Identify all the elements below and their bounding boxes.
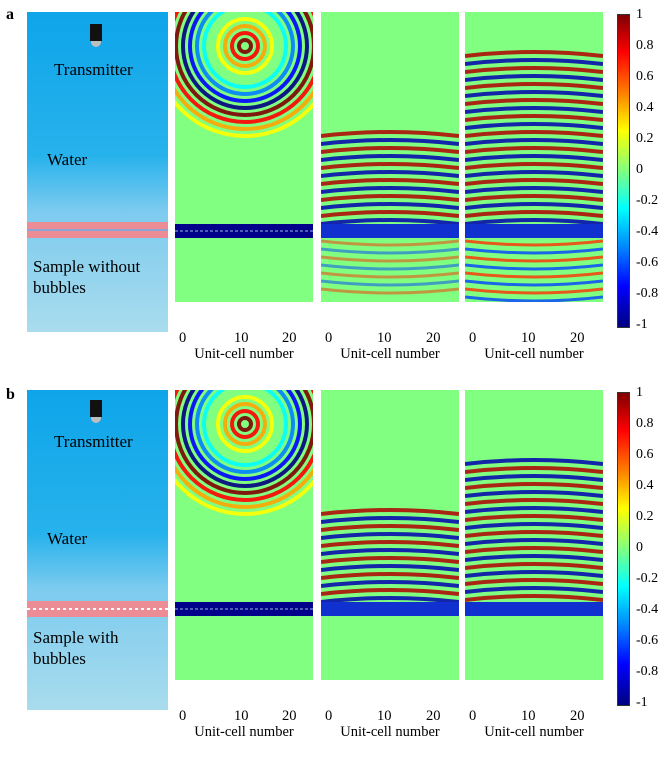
schematic-b: Transmitter Water Sample with bubbles (27, 390, 168, 710)
colorbar-tick-label: -0.4 (636, 602, 659, 617)
x-tick: 20 (426, 708, 441, 724)
field-a2 (321, 12, 459, 302)
x-axis-label: Unit-cell number (340, 724, 440, 740)
colorbar-tick-label: -0.6 (636, 633, 659, 648)
x-tick: 0 (469, 330, 477, 346)
x-tick: 20 (570, 330, 585, 346)
colorbar-tick-label: -0.8 (636, 286, 659, 301)
x-axis-label: Unit-cell number (194, 346, 294, 362)
transmitter-icon (90, 400, 102, 417)
x-tick: 0 (325, 708, 333, 724)
x-tick: 10 (377, 330, 392, 346)
transmitter-label: Transmitter (54, 60, 133, 79)
x-tick: 20 (426, 330, 441, 346)
colorbar-tick-label: -0.2 (636, 571, 659, 586)
colorbar-tick-label: -1 (636, 317, 648, 332)
colorbar-tick-label: 0 (636, 540, 643, 555)
field-b1 (175, 390, 313, 680)
colorbar-tick-label: 1 (636, 385, 643, 400)
x-tick: 20 (570, 708, 585, 724)
colorbar-tick-label: 0.2 (636, 131, 654, 146)
transmitter-tip-icon (91, 41, 101, 47)
x-tick: 20 (282, 330, 297, 346)
x-tick: 0 (179, 330, 187, 346)
x-tick: 0 (469, 708, 477, 724)
x-axis-label: Unit-cell number (340, 346, 440, 362)
colorbar-tick-label: 0 (636, 162, 643, 177)
panel-letter-b: b (6, 386, 15, 403)
colorbar-tick-label: 0.8 (636, 38, 654, 53)
field-b3 (465, 390, 603, 680)
colorbar-tick-label: -1 (636, 695, 648, 710)
x-tick: 10 (377, 708, 392, 724)
colorbar-tick-label: -0.4 (636, 224, 659, 239)
field-b2 (321, 390, 459, 680)
transmitter-icon (90, 24, 102, 41)
colorbar-a (617, 14, 630, 328)
x-tick: 10 (521, 330, 536, 346)
colorbar-tick-label: -0.2 (636, 193, 659, 208)
layer-interface-line (27, 229, 168, 231)
colorbar-tick-label: 0.8 (636, 416, 654, 431)
colorbar-b (617, 392, 630, 706)
x-axis-label: Unit-cell number (484, 346, 584, 362)
x-tick: 10 (234, 708, 249, 724)
colorbar-tick-label: 1 (636, 7, 643, 22)
x-axis-label: Unit-cell number (484, 724, 584, 740)
x-tick: 10 (234, 330, 249, 346)
colorbar-tick-label: 0.4 (636, 100, 654, 115)
colorbar-tick-label: 0.6 (636, 69, 654, 84)
colorbar-tick-label: -0.6 (636, 255, 659, 270)
sample-label: Sample with bubbles (33, 628, 119, 668)
transmitter-label: Transmitter (54, 432, 133, 451)
colorbar-tick-label: 0.2 (636, 509, 654, 524)
water-label: Water (47, 529, 88, 548)
x-tick: 10 (521, 708, 536, 724)
bubble-line (27, 608, 168, 610)
panel-letter-a: a (6, 6, 14, 23)
x-tick: 20 (282, 708, 297, 724)
x-tick: 0 (325, 330, 333, 346)
x-axis-label: Unit-cell number (194, 724, 294, 740)
field-a3 (465, 12, 603, 302)
colorbar-tick-label: 0.6 (636, 447, 654, 462)
schematic-a: Transmitter Water Sample without bubbles (27, 12, 168, 332)
x-tick: 0 (179, 708, 187, 724)
transmitter-tip-icon (91, 417, 101, 423)
water-label: Water (47, 150, 88, 169)
field-a1 (175, 12, 313, 302)
colorbar-tick-label: -0.8 (636, 664, 659, 679)
colorbar-tick-label: 0.4 (636, 478, 654, 493)
sample-label: Sample without bubbles (33, 257, 141, 297)
